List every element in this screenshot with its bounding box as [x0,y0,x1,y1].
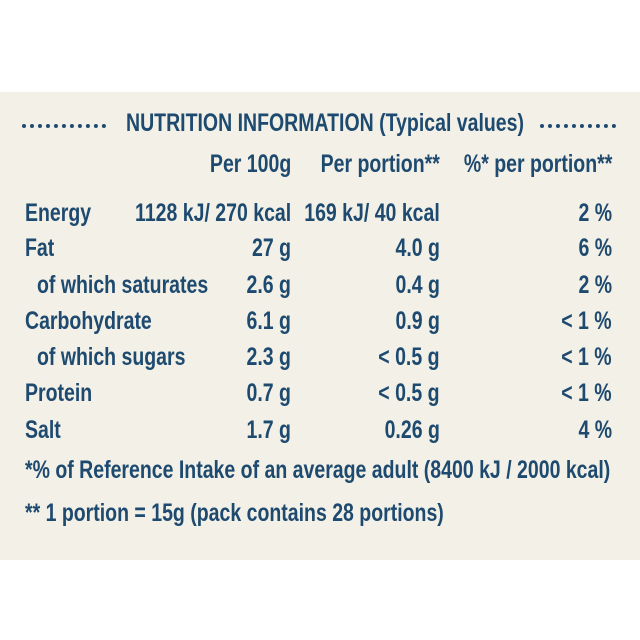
row-label: Carbohydrate [25,307,152,335]
row-label: Fat [25,234,55,262]
cell-value: < 1 % [561,307,612,335]
cell-value: < 0.5 g [378,343,440,371]
row-label: Protein [25,379,93,407]
cell-value: 0.7 g [246,379,291,407]
footnote: ** 1 portion = 15g (pack contains 28 por… [25,499,444,527]
row-label: of which saturates [37,271,209,299]
cell-value: 2 % [578,199,612,227]
row-label: Salt [25,416,61,444]
cell-value: 4 % [578,416,612,444]
cell-value: 6.1 g [246,307,291,335]
cell-value: 2.3 g [246,343,291,371]
row-label: Energy [25,199,92,227]
column-header: %* per portion** [463,150,612,178]
cell-value: 2.6 g [246,271,291,299]
footnote: *% of Reference Intake of an average adu… [25,456,611,484]
cell-value: < 0.5 g [378,379,440,407]
cell-value: 6 % [578,234,612,262]
title: NUTRITION INFORMATION (Typical values) [126,109,524,137]
cell-value: 1.7 g [246,416,291,444]
column-header: Per portion** [320,150,440,178]
cell-value: 4.0 g [395,234,440,262]
cell-value: 0.9 g [395,307,440,335]
cell-value: 27 g [251,234,291,262]
cell-value: < 1 % [561,379,612,407]
cell-value: 169 kJ/ 40 kcal [304,199,440,227]
cell-value: 1128 kJ/ 270 kcal [134,199,291,227]
dotted-rule [540,124,616,128]
cell-value: 0.4 g [395,271,440,299]
column-header: Per 100g [209,150,291,178]
cell-value: 2 % [578,271,612,299]
cell-value: 0.26 g [384,416,440,444]
cell-value: < 1 % [561,343,612,371]
label-panel [0,92,640,560]
row-label: of which sugars [37,343,186,371]
dotted-rule [22,124,106,128]
